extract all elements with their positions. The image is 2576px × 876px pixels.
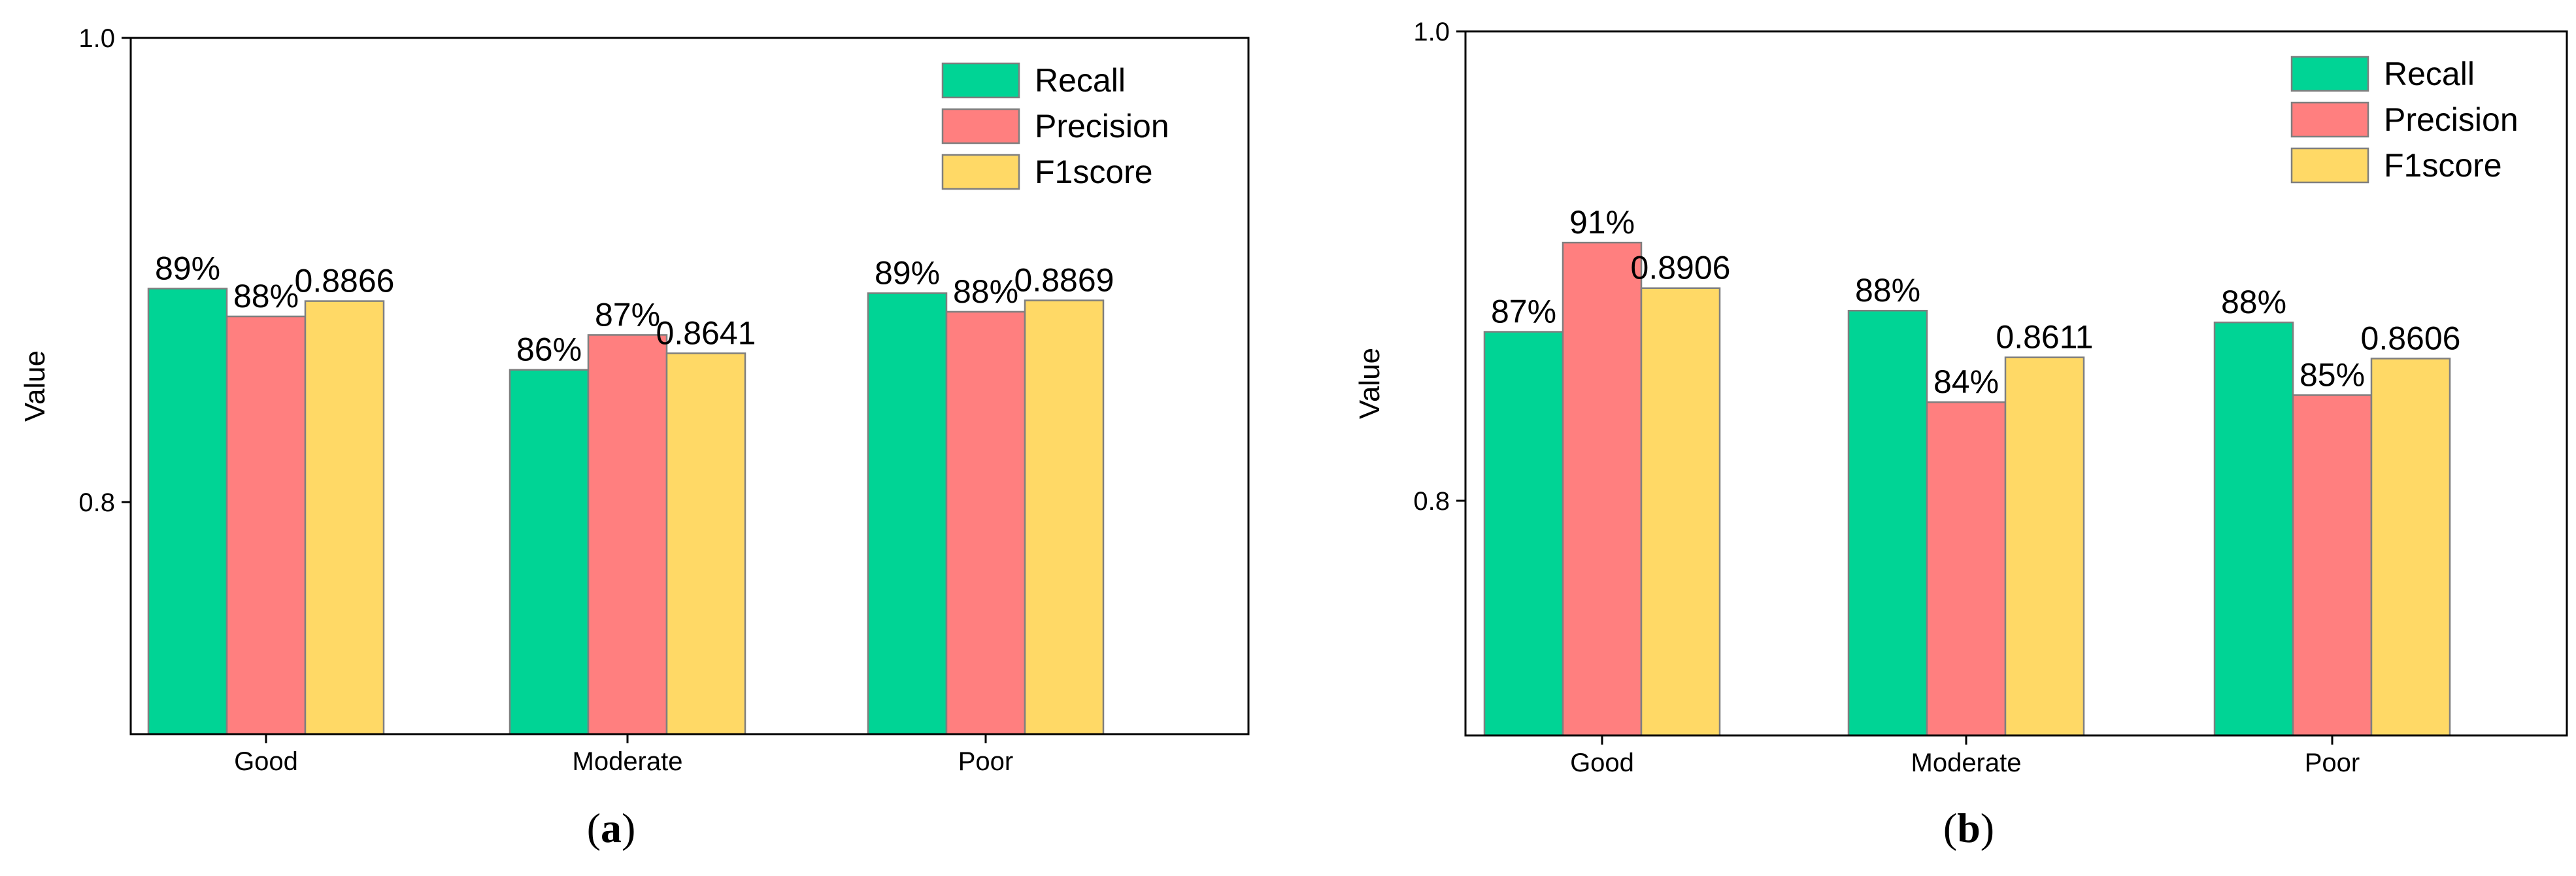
data-label: 88% <box>1855 272 1920 309</box>
data-label: 88% <box>2221 284 2286 320</box>
data-label: 89% <box>875 255 940 292</box>
bar-f1score-poor <box>2370 358 2451 737</box>
x-tick-label: Good <box>1570 749 1634 777</box>
x-tick-label: Moderate <box>1911 749 2022 777</box>
panel-label: (b) <box>1943 805 1994 851</box>
legend-swatch-f1score <box>2290 147 2369 184</box>
panel-label-close-paren: ) <box>1981 805 1994 851</box>
data-label: 88% <box>233 278 299 314</box>
bar-recall-good <box>147 288 228 735</box>
bar-f1score-moderate <box>2004 356 2085 737</box>
bar-precision-good <box>226 315 307 735</box>
x-tick-label: Moderate <box>573 747 683 776</box>
data-label: 88% <box>953 273 1018 310</box>
bar-recall-good <box>1483 331 1564 737</box>
x-tick-label: Poor <box>958 747 1014 776</box>
bar-precision-good <box>1562 241 1643 737</box>
y-tick-label: 0.8 <box>78 488 115 517</box>
data-label: 91% <box>1569 204 1635 241</box>
panel-label-open-paren: ( <box>1943 805 1957 851</box>
bar-recall-moderate <box>1847 309 1928 737</box>
legend-label-precision: Precision <box>2384 101 2518 138</box>
bar-f1score-moderate <box>665 352 746 735</box>
y-axis-title: Value <box>1354 348 1386 419</box>
bar-precision-poor <box>2292 394 2373 737</box>
legend-label-recall: Recall <box>1035 62 1126 99</box>
plot-frame <box>1464 30 2568 737</box>
bar-f1score-good <box>304 300 385 735</box>
legend-label-f1score: F1score <box>2384 147 2502 184</box>
bar-recall-moderate <box>509 369 590 735</box>
panel-label-letter: a <box>601 805 622 851</box>
panel-label-open-paren: ( <box>587 805 601 851</box>
plot-frame <box>129 37 1250 735</box>
legend-swatch-f1score <box>941 154 1020 190</box>
data-label: 86% <box>516 331 582 368</box>
legend-label-recall: Recall <box>2384 56 2475 92</box>
x-tick-label: Poor <box>2305 749 2360 777</box>
chart-panel-b: 87% 88% 88% 91% 84% 85% 0.8906 0.8611 0.8606 0.8 1… <box>1354 18 2568 851</box>
data-label: 84% <box>1933 363 1999 400</box>
data-label: 0.8869 <box>1014 262 1114 299</box>
bar-recall-poor <box>867 292 948 735</box>
y-tick-label: 1.0 <box>1413 18 1450 46</box>
legend-swatch-recall <box>2290 56 2369 92</box>
legend-swatch-precision <box>2290 101 2369 138</box>
data-label: 0.8611 <box>1996 319 2093 356</box>
y-tick-label: 0.8 <box>1413 487 1450 516</box>
data-label: 0.8866 <box>295 263 395 299</box>
panel-label: (a) <box>587 805 636 851</box>
panel-label-letter: b <box>1957 805 1981 851</box>
bar-precision-moderate <box>587 334 668 735</box>
panel-label-close-paren: ) <box>622 805 635 851</box>
bar-precision-moderate <box>1926 401 2007 737</box>
y-axis-title: Value <box>19 350 51 422</box>
legend-label-f1score: F1score <box>1035 154 1153 190</box>
bar-recall-poor <box>2213 321 2294 737</box>
data-label: 87% <box>595 296 660 333</box>
bar-precision-poor <box>945 311 1026 735</box>
x-tick-label: Good <box>234 747 298 776</box>
data-label: 89% <box>155 250 220 286</box>
legend-label-precision: Precision <box>1035 108 1169 144</box>
y-tick-label: 1.0 <box>78 24 115 53</box>
bar-f1score-good <box>1640 287 1721 737</box>
data-label: 85% <box>2300 356 2365 393</box>
data-label: 87% <box>1491 294 1556 330</box>
data-label: 0.8906 <box>1631 250 1731 286</box>
chart-panel-a: 89%86%89%88%87%88%0.88660.86410.88690.81… <box>19 24 1250 851</box>
bar-f1score-poor <box>1024 299 1105 735</box>
legend-swatch-precision <box>941 108 1020 144</box>
legend-swatch-recall <box>941 62 1020 99</box>
data-label: 0.8606 <box>2361 320 2461 356</box>
data-label: 0.8641 <box>656 314 756 351</box>
